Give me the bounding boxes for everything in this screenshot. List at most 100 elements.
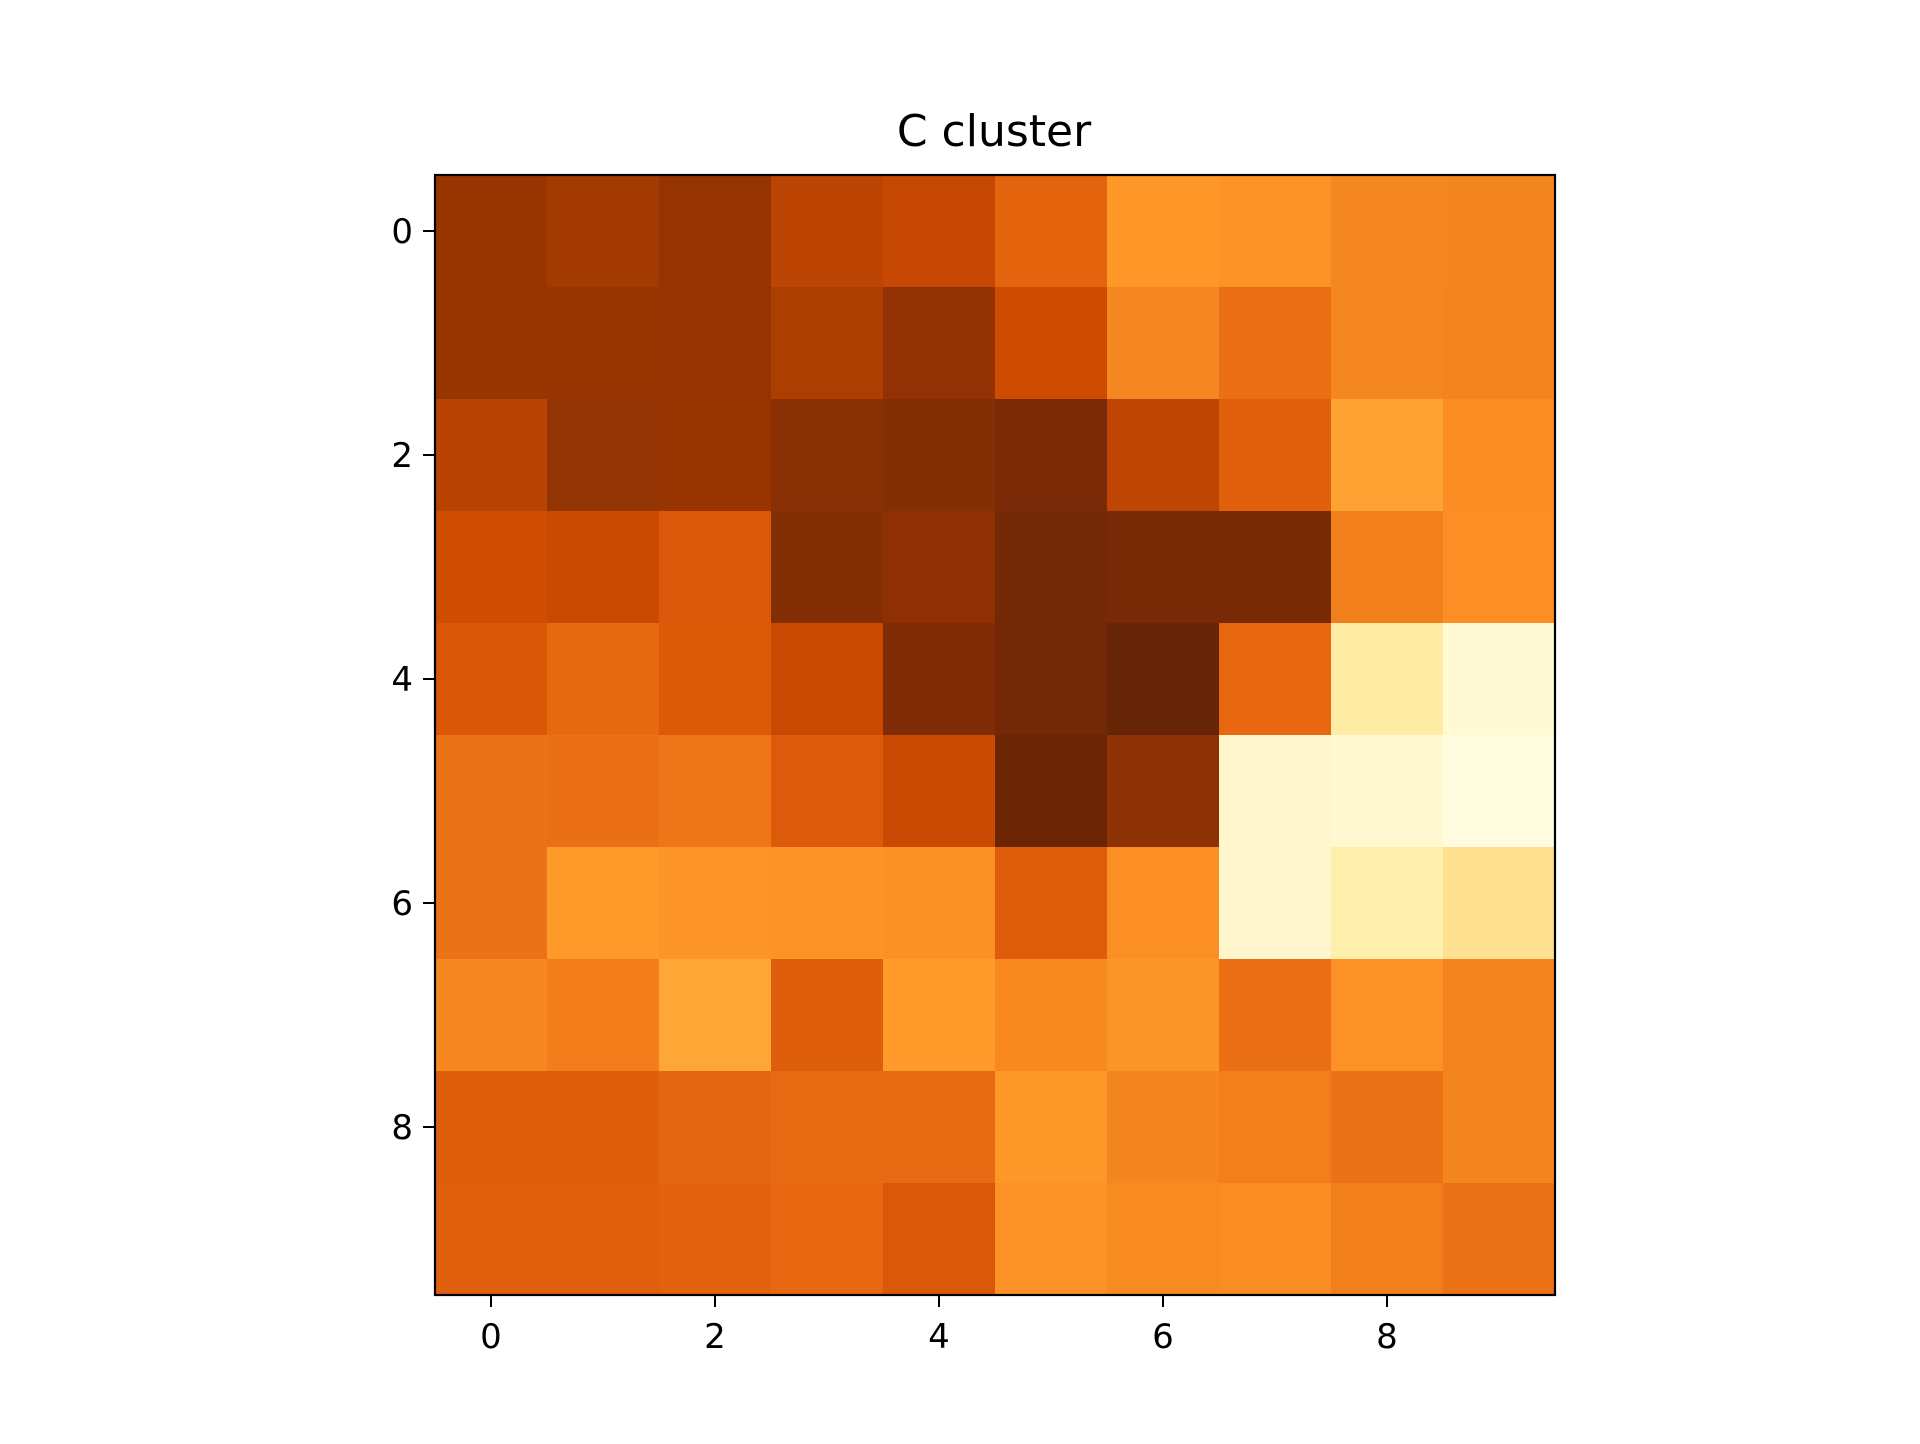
heatmap-cell-r7-c9 — [1443, 959, 1556, 1072]
heatmap-cell-r4-c1 — [547, 623, 660, 736]
heatmap-cell-r5-c4 — [883, 735, 996, 848]
heatmap-cell-r4-c9 — [1443, 623, 1556, 736]
heatmap-cell-r7-c6 — [1107, 959, 1220, 1072]
heatmap-cell-r5-c1 — [547, 735, 660, 848]
heatmap-cell-r6-c0 — [435, 847, 548, 960]
x-tick-label: 8 — [1376, 1317, 1398, 1357]
heatmap-cell-r9-c7 — [1219, 1183, 1332, 1296]
heatmap-cell-r8-c7 — [1219, 1071, 1332, 1184]
heatmap-cell-r1-c1 — [547, 287, 660, 400]
heatmap-cell-r9-c3 — [771, 1183, 884, 1296]
heatmap-cell-r9-c0 — [435, 1183, 548, 1296]
y-axis: 0 2 4 6 8 — [391, 212, 435, 1148]
heatmap-cell-r3-c5 — [995, 511, 1108, 624]
heatmap-cell-r4-c2 — [659, 623, 772, 736]
heatmap-cell-r7-c7 — [1219, 959, 1332, 1072]
heatmap-cell-r0-c9 — [1443, 175, 1556, 288]
heatmap-cell-r1-c4 — [883, 287, 996, 400]
heatmap-cell-r1-c0 — [435, 287, 548, 400]
heatmap-cell-r4-c0 — [435, 623, 548, 736]
heatmap-cell-r1-c9 — [1443, 287, 1556, 400]
heatmap-cell-r9-c1 — [547, 1183, 660, 1296]
heatmap-cell-r6-c3 — [771, 847, 884, 960]
heatmap-cell-r7-c3 — [771, 959, 884, 1072]
heatmap-cell-r5-c7 — [1219, 735, 1332, 848]
heatmap-cell-r0-c0 — [435, 175, 548, 288]
heatmap-cells — [435, 175, 1556, 1296]
heatmap-cell-r2-c3 — [771, 399, 884, 512]
heatmap-cell-r4-c4 — [883, 623, 996, 736]
y-tick-label: 0 — [391, 212, 413, 252]
heatmap-cell-r0-c2 — [659, 175, 772, 288]
heatmap-cell-r2-c7 — [1219, 399, 1332, 512]
heatmap-cell-r1-c5 — [995, 287, 1108, 400]
heatmap-cell-r6-c6 — [1107, 847, 1220, 960]
chart-title: C cluster — [897, 106, 1092, 157]
x-tick-label: 4 — [928, 1317, 950, 1357]
heatmap-cell-r3-c9 — [1443, 511, 1556, 624]
heatmap-cell-r2-c8 — [1331, 399, 1444, 512]
heatmap-cell-r0-c1 — [547, 175, 660, 288]
heatmap-cell-r1-c2 — [659, 287, 772, 400]
heatmap-cell-r7-c5 — [995, 959, 1108, 1072]
heatmap-cell-r8-c1 — [547, 1071, 660, 1184]
heatmap-cell-r0-c6 — [1107, 175, 1220, 288]
heatmap-cell-r3-c0 — [435, 511, 548, 624]
heatmap-cell-r3-c4 — [883, 511, 996, 624]
x-tick-label: 0 — [480, 1317, 502, 1357]
heatmap-cell-r8-c0 — [435, 1071, 548, 1184]
heatmap-cell-r2-c2 — [659, 399, 772, 512]
heatmap-cell-r2-c5 — [995, 399, 1108, 512]
x-tick-label: 6 — [1152, 1317, 1174, 1357]
heatmap-cell-r8-c2 — [659, 1071, 772, 1184]
heatmap-cell-r6-c9 — [1443, 847, 1556, 960]
heatmap-cell-r4-c7 — [1219, 623, 1332, 736]
heatmap-cell-r3-c6 — [1107, 511, 1220, 624]
x-axis: 0 2 4 6 8 — [480, 1295, 1398, 1357]
heatmap-cell-r3-c2 — [659, 511, 772, 624]
heatmap-cell-r5-c8 — [1331, 735, 1444, 848]
heatmap-cell-r0-c3 — [771, 175, 884, 288]
heatmap-cell-r8-c6 — [1107, 1071, 1220, 1184]
heatmap-cell-r9-c8 — [1331, 1183, 1444, 1296]
heatmap-cell-r2-c1 — [547, 399, 660, 512]
heatmap-cell-r2-c6 — [1107, 399, 1220, 512]
heatmap-cell-r8-c8 — [1331, 1071, 1444, 1184]
heatmap-cell-r9-c2 — [659, 1183, 772, 1296]
heatmap-cell-r0-c7 — [1219, 175, 1332, 288]
heatmap-cell-r0-c4 — [883, 175, 996, 288]
heatmap-cell-r5-c2 — [659, 735, 772, 848]
heatmap-cell-r4-c6 — [1107, 623, 1220, 736]
heatmap-cell-r7-c2 — [659, 959, 772, 1072]
heatmap-cell-r5-c3 — [771, 735, 884, 848]
heatmap-cell-r2-c9 — [1443, 399, 1556, 512]
heatmap-cell-r1-c8 — [1331, 287, 1444, 400]
heatmap-cell-r9-c6 — [1107, 1183, 1220, 1296]
y-tick-label: 6 — [391, 884, 413, 924]
heatmap-cell-r9-c4 — [883, 1183, 996, 1296]
heatmap-cell-r8-c4 — [883, 1071, 996, 1184]
y-tick-label: 8 — [391, 1108, 413, 1148]
heatmap-cell-r1-c6 — [1107, 287, 1220, 400]
heatmap-cell-r7-c8 — [1331, 959, 1444, 1072]
heatmap-cell-r6-c5 — [995, 847, 1108, 960]
heatmap-cell-r1-c3 — [771, 287, 884, 400]
x-tick-label: 2 — [704, 1317, 726, 1357]
heatmap-cell-r1-c7 — [1219, 287, 1332, 400]
heatmap-cell-r6-c1 — [547, 847, 660, 960]
heatmap-cell-r8-c3 — [771, 1071, 884, 1184]
heatmap-cell-r6-c2 — [659, 847, 772, 960]
heatmap-cell-r6-c8 — [1331, 847, 1444, 960]
heatmap-cell-r4-c5 — [995, 623, 1108, 736]
heatmap-cell-r0-c5 — [995, 175, 1108, 288]
heatmap-cell-r5-c6 — [1107, 735, 1220, 848]
heatmap-cell-r3-c3 — [771, 511, 884, 624]
heatmap-cell-r6-c7 — [1219, 847, 1332, 960]
heatmap-cell-r5-c9 — [1443, 735, 1556, 848]
plot-frame — [433, 173, 1557, 1297]
heatmap-cell-r8-c5 — [995, 1071, 1108, 1184]
heatmap-cell-r5-c0 — [435, 735, 548, 848]
heatmap-cell-r4-c8 — [1331, 623, 1444, 736]
heatmap-cell-r9-c9 — [1443, 1183, 1556, 1296]
